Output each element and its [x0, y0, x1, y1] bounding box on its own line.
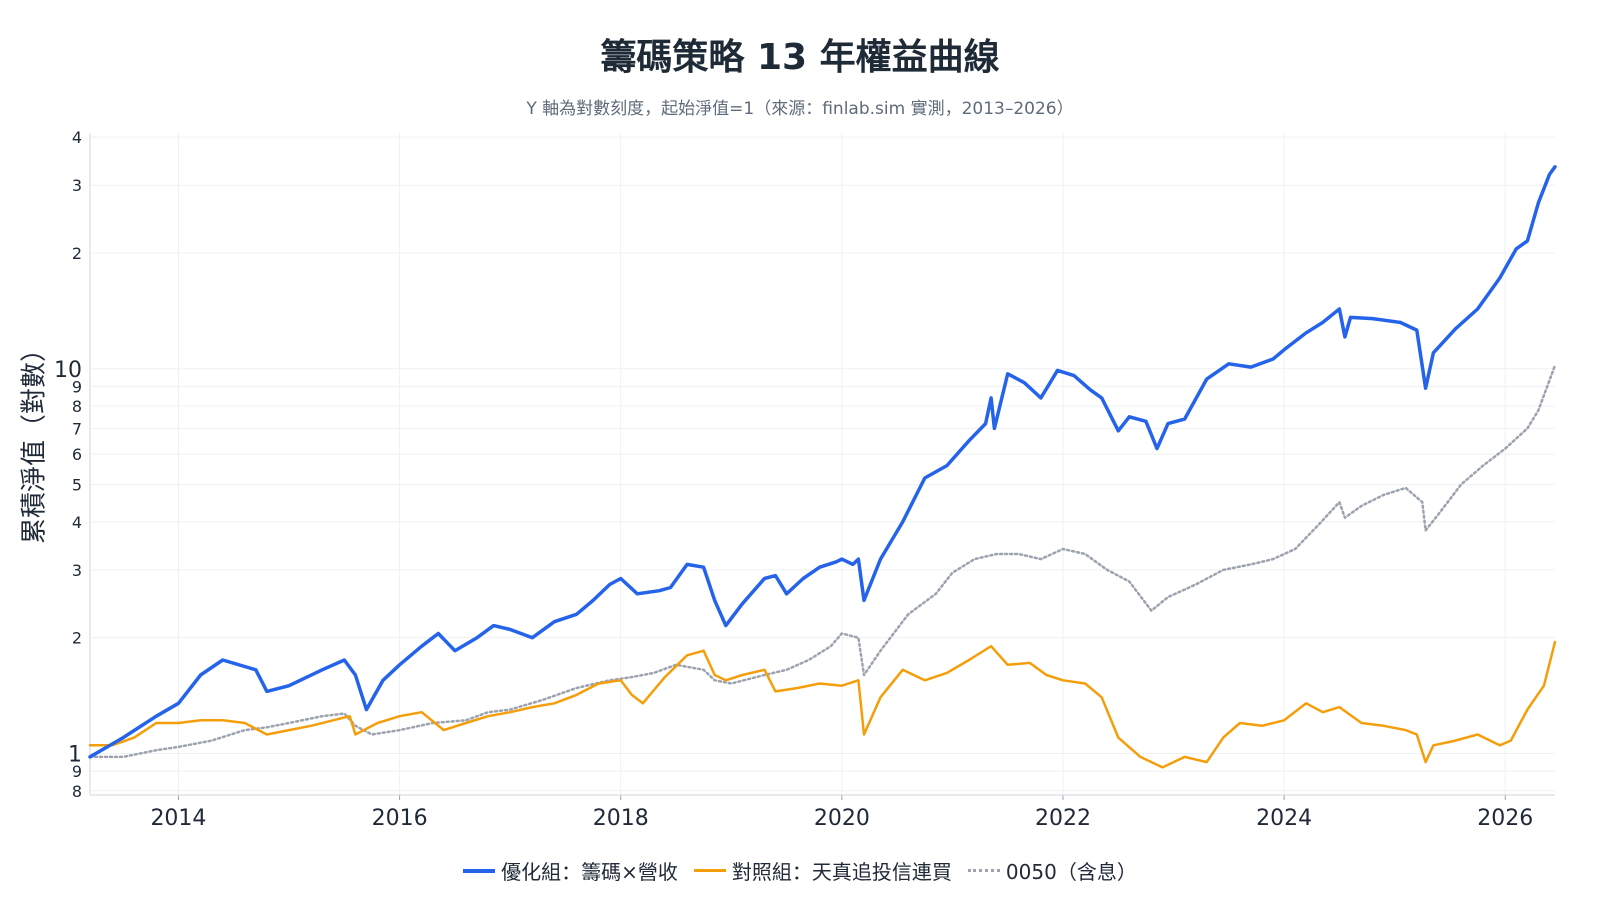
y-tick-label: 5	[72, 476, 82, 495]
series-line-optimized	[88, 165, 1557, 759]
y-tick-label: 2	[72, 629, 82, 648]
x-tick-label: 2024	[1256, 806, 1312, 831]
y-tick-label: 9	[72, 377, 82, 396]
y-tick-label: 9	[72, 762, 82, 781]
legend-swatch-control	[693, 869, 726, 872]
y-tick-label: 3	[72, 561, 82, 580]
legend: 優化組：籌碼×營收 對照組：天真追投信連買 0050（含息）	[0, 856, 1600, 885]
legend-label-control: 對照組：天真追投信連買	[731, 860, 952, 884]
legend-item-0050[interactable]: 0050（含息）	[967, 856, 1137, 885]
x-tick-label: 2026	[1477, 806, 1533, 831]
x-tick-label: 2014	[150, 806, 206, 831]
y-tick-label: 10	[54, 358, 82, 383]
y-tick-label: 3	[72, 176, 82, 195]
legend-swatch-optimized	[463, 868, 496, 873]
legend-swatch-0050	[967, 869, 1000, 872]
y-tick-label: 4	[72, 128, 82, 147]
series-line-0050	[88, 364, 1557, 759]
legend-item-optimized[interactable]: 優化組：籌碼×營收	[463, 856, 678, 885]
y-tick-label: 1	[68, 742, 82, 767]
y-tick-label: 7	[72, 419, 82, 438]
legend-label-0050: 0050（含息）	[1005, 860, 1137, 884]
y-tick-label: 6	[72, 445, 82, 464]
chart-title: 籌碼策略 13 年權益曲線	[600, 37, 1000, 78]
x-tick-label: 2018	[593, 806, 649, 831]
x-tick-label: 2016	[372, 806, 428, 831]
y-tick-label: 8	[72, 397, 82, 416]
x-tick-label: 2022	[1035, 806, 1091, 831]
legend-item-control[interactable]: 對照組：天真追投信連買	[693, 856, 952, 885]
y-tick-label: 8	[72, 782, 82, 801]
legend-label-optimized: 優化組：籌碼×營收	[501, 860, 678, 884]
y-tick-label: 2	[72, 244, 82, 263]
y-tick-label: 4	[72, 513, 82, 532]
series-line-control	[88, 640, 1557, 769]
x-tick-label: 2020	[814, 806, 870, 831]
plot-area	[90, 133, 1555, 795]
chart-subtitle: Y 軸為對數刻度，起始淨值=1（來源：finlab.sim 實測，2013–20…	[526, 99, 1074, 119]
